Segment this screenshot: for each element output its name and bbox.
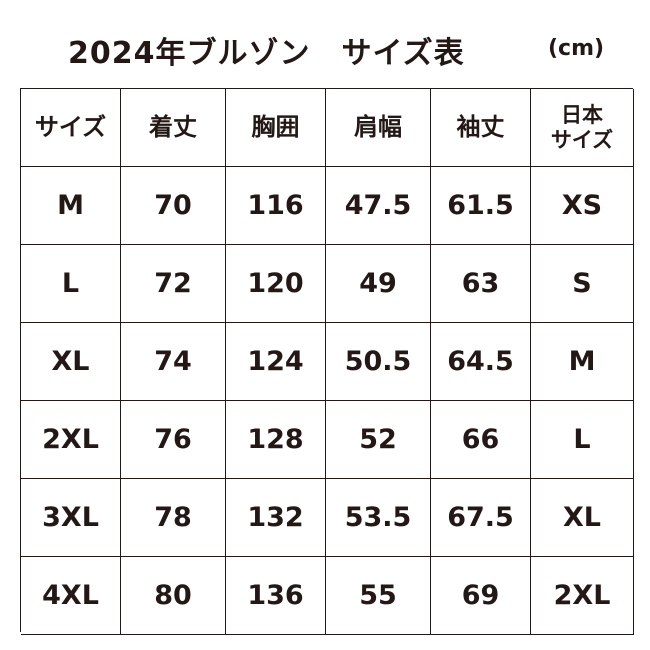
size-table: サイズ 着丈 胸囲 肩幅 袖丈 日本 サイズ M 70 116 47.5 61.5 XS L 72 120 4… (20, 88, 634, 635)
table-cell: 49 (326, 245, 431, 323)
table-cell: 63 (431, 245, 531, 323)
column-header: 日本 サイズ (531, 89, 634, 167)
table-cell: L (21, 245, 121, 323)
table-cell: 52 (326, 401, 431, 479)
table-cell: M (531, 323, 634, 401)
table-cell: 67.5 (431, 479, 531, 557)
column-header: 肩幅 (326, 89, 431, 167)
table-cell: 2XL (531, 557, 634, 635)
header: 2024年ブルゾン サイズ表 (cm) (0, 28, 650, 72)
column-header: サイズ (21, 89, 121, 167)
column-header: 胸囲 (226, 89, 326, 167)
title: 2024年ブルゾン サイズ表 (68, 36, 465, 71)
table-cell: 66 (431, 401, 531, 479)
table-cell: 74 (121, 323, 226, 401)
table-cell: 2XL (21, 401, 121, 479)
table-cell: 69 (431, 557, 531, 635)
table-cell: 3XL (21, 479, 121, 557)
table-cell: 132 (226, 479, 326, 557)
table-cell: S (531, 245, 634, 323)
table-cell: 124 (226, 323, 326, 401)
table-cell: 70 (121, 167, 226, 245)
table-cell: M (21, 167, 121, 245)
table-cell: L (531, 401, 634, 479)
table-cell: XS (531, 167, 634, 245)
table-cell: 136 (226, 557, 326, 635)
column-header: 着丈 (121, 89, 226, 167)
table-cell: 76 (121, 401, 226, 479)
table-cell: 55 (326, 557, 431, 635)
table-cell: 61.5 (431, 167, 531, 245)
table-cell: 120 (226, 245, 326, 323)
table-cell: 4XL (21, 557, 121, 635)
table-cell: XL (531, 479, 634, 557)
unit: (cm) (548, 36, 605, 61)
table-cell: 50.5 (326, 323, 431, 401)
table-cell: 72 (121, 245, 226, 323)
column-header: 袖丈 (431, 89, 531, 167)
table-cell: 116 (226, 167, 326, 245)
table-cell: 53.5 (326, 479, 431, 557)
table-cell: 64.5 (431, 323, 531, 401)
table-cell: XL (21, 323, 121, 401)
table-cell: 128 (226, 401, 326, 479)
table-cell: 78 (121, 479, 226, 557)
table-cell: 80 (121, 557, 226, 635)
table-cell: 47.5 (326, 167, 431, 245)
